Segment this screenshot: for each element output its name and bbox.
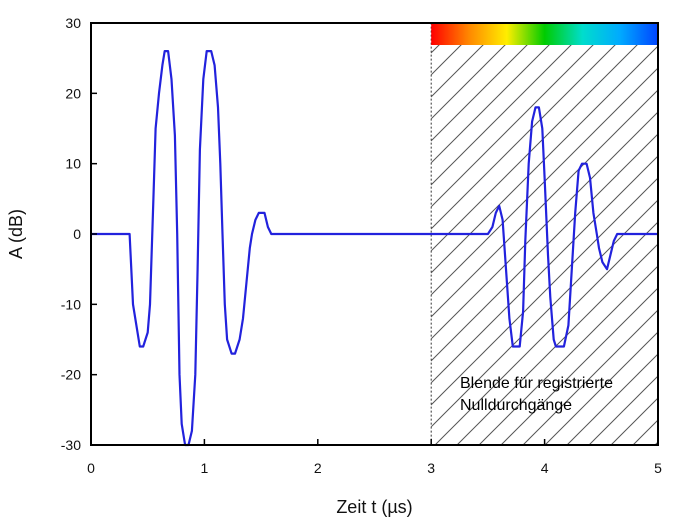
y-tick-label: 30 (65, 15, 81, 31)
series-line (91, 49, 658, 447)
x-tick-label: 2 (314, 460, 322, 476)
y-tick-label: -20 (61, 367, 81, 383)
y-tick-label: 0 (73, 226, 81, 242)
x-axis-title: Zeit t (µs) (336, 497, 412, 517)
x-tick-label: 1 (201, 460, 209, 476)
x-tick-label: 3 (427, 460, 435, 476)
y-tick-label: 20 (65, 85, 81, 101)
x-tick-label: 4 (541, 460, 549, 476)
annotation-line-1: Blende für registrierte (460, 375, 613, 392)
y-tick-label: 10 (65, 156, 81, 172)
y-axis-title: A (dB) (6, 209, 26, 259)
y-tick-label: -30 (61, 437, 81, 453)
y-tick-label: -10 (61, 296, 81, 312)
annotation-line-2: Nulldurchgänge (460, 397, 572, 414)
x-tick-label: 0 (87, 460, 95, 476)
x-tick-label: 5 (654, 460, 662, 476)
colorbar (431, 23, 658, 45)
